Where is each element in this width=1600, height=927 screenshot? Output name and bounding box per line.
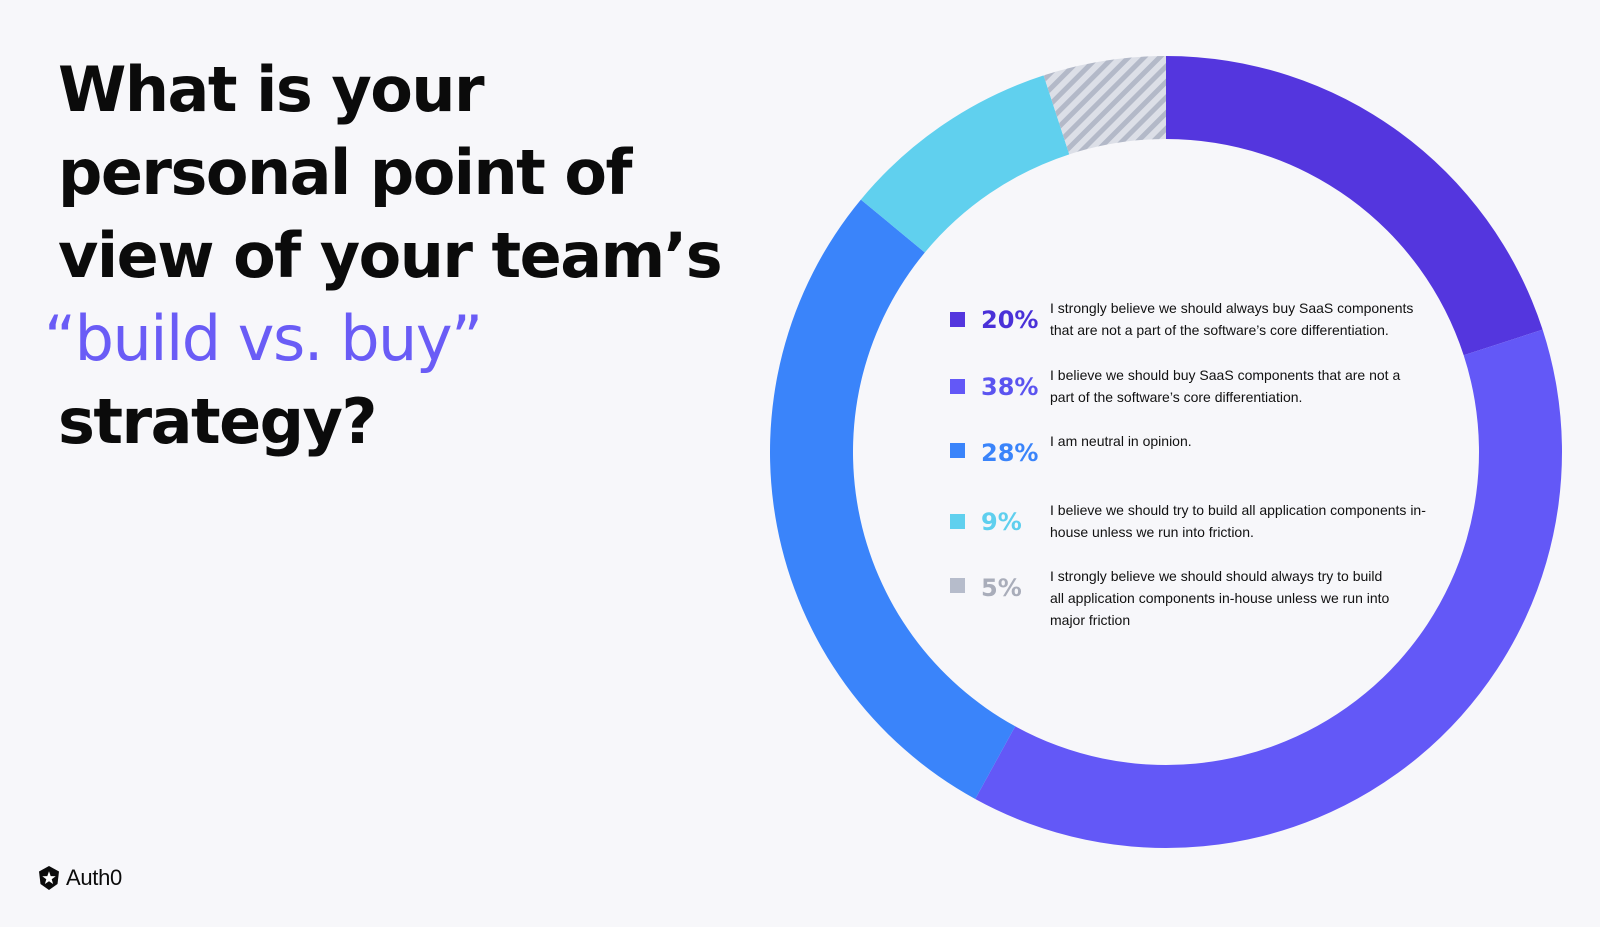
legend-description: I am neutral in opinion. [1050,433,1192,449]
slice-buy [975,329,1562,849]
legend-percentage: 38% [981,373,1039,401]
legend-description: I believe we should try to build all app… [1050,502,1426,540]
headline: What is your personal point of view of y… [44,48,738,463]
legend-swatch [950,443,965,458]
legend-description: I strongly believe we should should alwa… [1050,568,1390,628]
legend-percentage: 9% [981,508,1022,536]
headline-line: strategy? [58,385,377,458]
legend-swatch [950,514,965,529]
brand-logo: Auth0 [37,865,122,891]
headline-line: view of your team’s [58,219,723,292]
chart-legend: 20% I strongly believe we should always b… [950,0,1430,927]
brand-name: Auth0 [66,865,122,890]
auth0-star-shield-icon [39,866,59,890]
legend-swatch [950,379,965,394]
legend-percentage: 28% [981,439,1039,467]
donut-slices [769,56,1562,849]
slice-neutral [769,199,1016,800]
headline-accent: “build vs. buy” [44,302,483,375]
legend-swatch [950,578,965,593]
slice-strongly-buy [1166,56,1543,356]
legend-description: I believe we should buy SaaS components … [1050,367,1401,405]
legend-description: I strongly believe we should always buy … [1050,300,1414,338]
headline-line: personal point of [58,136,632,209]
slice-build [860,75,1070,253]
headline-line: What is your [58,53,485,126]
legend-swatch [950,312,965,327]
slice-strongly-build [1043,56,1166,155]
legend-percentage: 5% [981,574,1022,602]
legend-percentage: 20% [981,306,1039,334]
